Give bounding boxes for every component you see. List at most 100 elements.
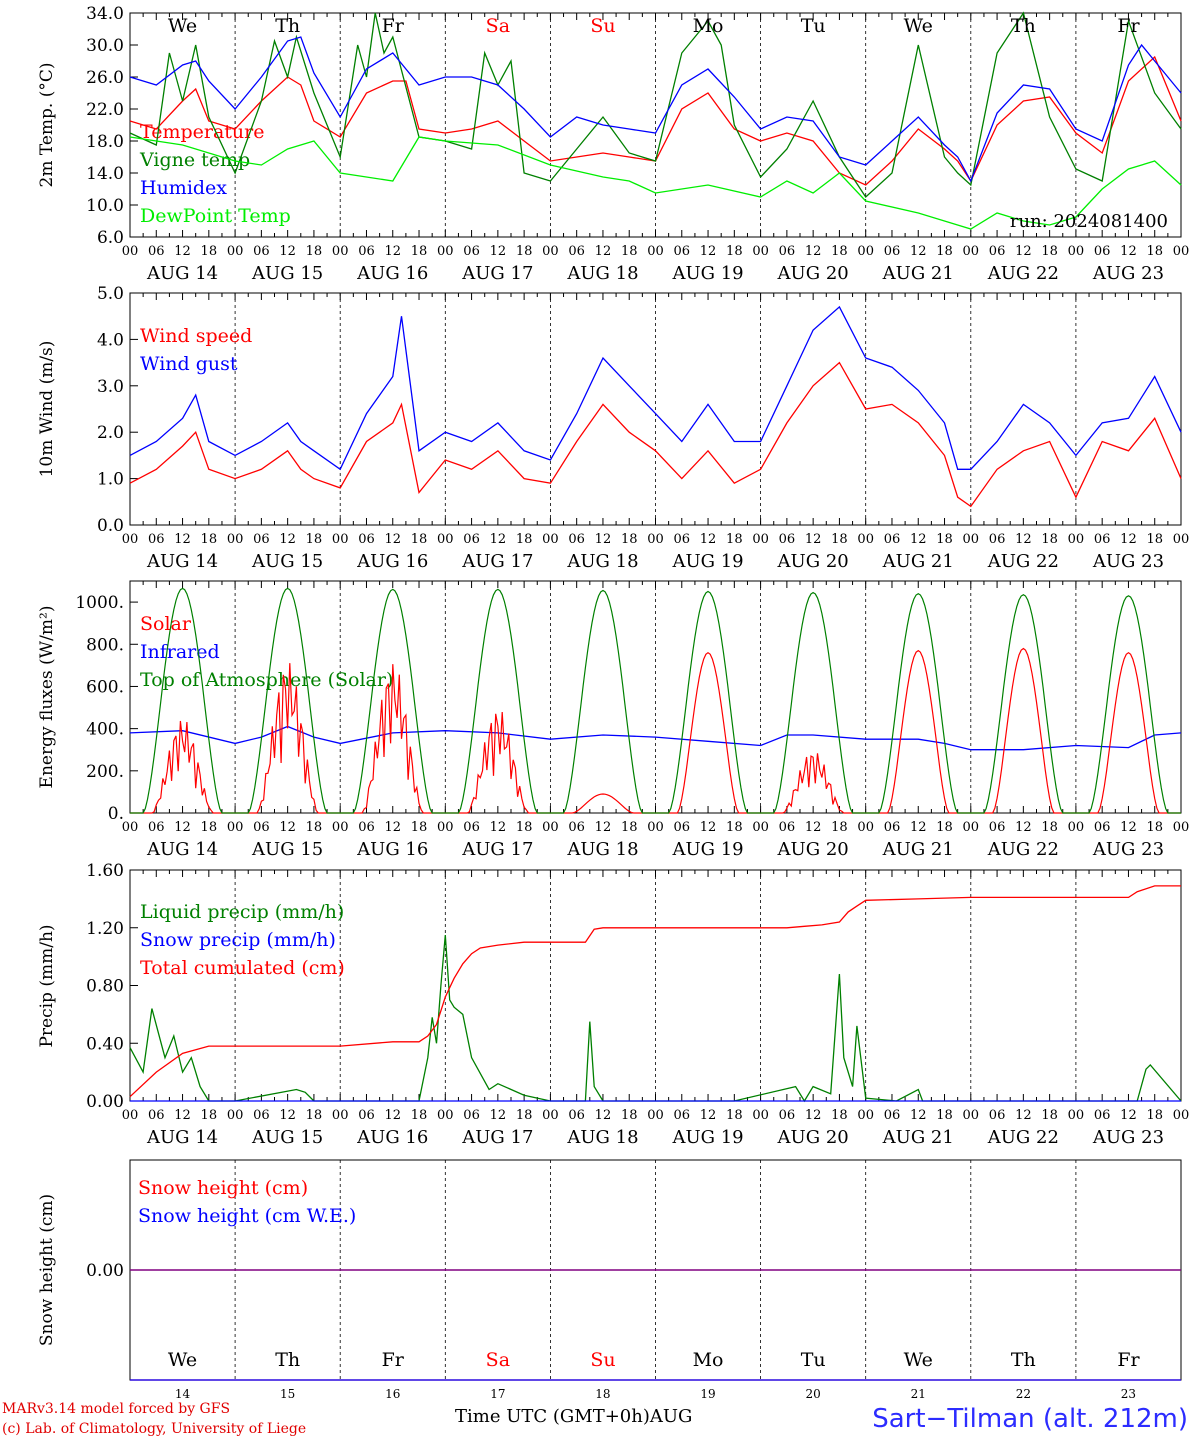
energy-hour-label: 06 [779, 820, 796, 835]
precip-date-label: AUG 15 [251, 1127, 323, 1148]
energy-hour-label: 12 [1120, 820, 1137, 835]
precip-hour-label: 06 [674, 1108, 691, 1123]
temperature-ytick-label: 34.0 [86, 4, 124, 24]
lab-credit: (c) Lab. of Climatology, University of L… [2, 1421, 307, 1437]
precip-hour-label: 18 [1041, 1108, 1058, 1123]
run-label: run: 2024081400 [1010, 211, 1168, 232]
weekday-label-top: Th [1011, 15, 1036, 37]
wind-date-label: AUG 17 [461, 551, 533, 572]
wind-date-label: AUG 14 [146, 551, 218, 572]
energy-hour-label: 06 [884, 820, 901, 835]
energy-hour-label: 12 [279, 820, 296, 835]
temperature-hour-label: 00 [1173, 244, 1190, 259]
wind-date-label: AUG 20 [777, 551, 849, 572]
precip-hour-label: 00 [752, 1108, 769, 1123]
wind-hour-label: 06 [148, 532, 165, 547]
wind-hour-label: 18 [516, 532, 533, 547]
temperature-hour-label: 18 [621, 244, 638, 259]
wind-hour-label: 18 [1041, 532, 1058, 547]
precip-hour-label: 12 [1015, 1108, 1032, 1123]
energy-ytick-label: 0. [108, 804, 124, 824]
snow-ylabel: Snow height (cm) [37, 1194, 57, 1346]
weekday-label-top: Mo [693, 15, 724, 37]
temperature-date-label: AUG 21 [882, 263, 954, 284]
energy-ytick-label: 1000. [75, 593, 124, 613]
precip-hour-label: 00 [857, 1108, 874, 1123]
weekday-label-bottom: Tu [801, 1349, 826, 1371]
temperature-dewpoint-temp-line [129, 136, 1182, 230]
temperature-hour-label: 12 [1120, 244, 1137, 259]
wind-hour-label: 12 [595, 532, 612, 547]
wind-ytick-label: 0.0 [97, 516, 124, 536]
weekday-label-bottom: We [904, 1349, 933, 1371]
precip-hour-label: 12 [805, 1108, 822, 1123]
temperature-hour-label: 06 [253, 244, 270, 259]
temperature-hour-label: 00 [1068, 244, 1085, 259]
wind-hour-label: 06 [989, 532, 1006, 547]
temperature-hour-label: 06 [1094, 244, 1111, 259]
temperature-ytick-label: 26.0 [86, 68, 124, 88]
precip-date-label: AUG 23 [1092, 1127, 1164, 1148]
temperature-hour-label: 12 [279, 244, 296, 259]
precip-ytick-label: 1.60 [86, 861, 124, 881]
wind-legend-wind-speed: Wind speed [140, 325, 252, 347]
precip-ytick-label: 0.40 [86, 1034, 124, 1054]
weekday-label-bottom: Th [1011, 1349, 1036, 1371]
energy-hour-label: 18 [726, 820, 743, 835]
energy-hour-label: 12 [910, 820, 927, 835]
energy-hour-label: 00 [1068, 820, 1085, 835]
temperature-hour-label: 12 [700, 244, 717, 259]
precip-hour-label: 12 [490, 1108, 507, 1123]
temperature-hour-label: 06 [568, 244, 585, 259]
precip-legend-snow-precip-mm-h: Snow precip (mm/h) [140, 929, 336, 951]
precip-hour-label: 06 [884, 1108, 901, 1123]
precip-hour-label: 06 [989, 1108, 1006, 1123]
temperature-hour-label: 00 [122, 244, 139, 259]
temperature-hour-label: 12 [910, 244, 927, 259]
precip-hour-label: 00 [1173, 1108, 1190, 1123]
precip-date-label: AUG 19 [671, 1127, 743, 1148]
wind-wind-speed-line [129, 361, 1182, 508]
precip-date-label: AUG 21 [882, 1127, 954, 1148]
temperature-date-label: AUG 16 [356, 263, 428, 284]
energy-hour-label: 12 [700, 820, 717, 835]
energy-ylabel: Energy fluxes (W/m²) [37, 606, 57, 789]
day-number-label: 15 [280, 1387, 295, 1401]
temperature-ytick-label: 30.0 [86, 36, 124, 56]
temperature-vigne-temp-line [129, 11, 1182, 198]
energy-hour-label: 18 [1041, 820, 1058, 835]
temperature-ylabel: 2m Temp. (°C) [37, 62, 57, 187]
wind-hour-label: 06 [253, 532, 270, 547]
wind-hour-label: 12 [279, 532, 296, 547]
energy-hour-label: 00 [542, 820, 559, 835]
precip-hour-label: 06 [568, 1108, 585, 1123]
energy-hour-label: 18 [1146, 820, 1163, 835]
temperature-date-label: AUG 18 [566, 263, 638, 284]
weekday-label-bottom: Th [275, 1349, 300, 1371]
wind-hour-label: 06 [674, 532, 691, 547]
temperature-hour-label: 12 [174, 244, 191, 259]
energy-legend-infrared: Infrared [140, 641, 220, 663]
temperature-hour-label: 06 [884, 244, 901, 259]
precip-hour-label: 06 [253, 1108, 270, 1123]
snow-legend-snow-height-cm: Snow height (cm) [138, 1177, 308, 1199]
temperature-date-label: AUG 19 [671, 263, 743, 284]
wind-hour-label: 18 [201, 532, 218, 547]
temperature-hour-label: 06 [779, 244, 796, 259]
model-credit: MARv3.14 model forced by GFS [2, 1401, 231, 1417]
energy-date-label: AUG 22 [987, 839, 1059, 860]
day-number-label: 14 [175, 1387, 191, 1401]
energy-date-label: AUG 15 [251, 839, 323, 860]
wind-hour-label: 12 [1120, 532, 1137, 547]
precip-hour-label: 18 [726, 1108, 743, 1123]
wind-hour-label: 12 [174, 532, 191, 547]
temperature-hour-label: 12 [490, 244, 507, 259]
temperature-hour-label: 06 [148, 244, 165, 259]
temperature-legend-vigne-temp: Vigne temp [139, 149, 250, 171]
weekday-label-top: Th [275, 15, 300, 37]
precip-hour-label: 18 [411, 1108, 428, 1123]
day-number-label: 23 [1121, 1387, 1136, 1401]
wind-hour-label: 00 [1173, 532, 1190, 547]
temperature-date-label: AUG 14 [146, 263, 218, 284]
